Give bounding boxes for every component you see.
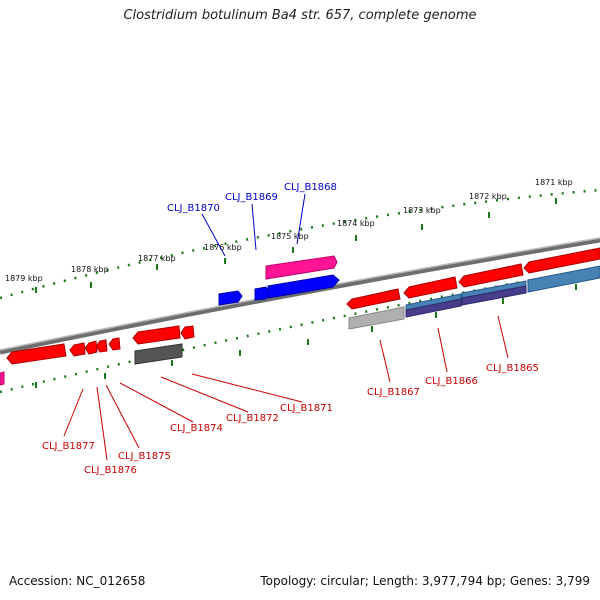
tick-label-1875: 1875 kbp bbox=[271, 232, 309, 241]
gene-red-r1[interactable] bbox=[346, 288, 401, 310]
inner-major-ticks bbox=[35, 284, 577, 388]
tick-label-1878: 1878 kbp bbox=[71, 265, 109, 274]
gene-red-l4[interactable] bbox=[95, 339, 108, 353]
gene-magenta-edge[interactable] bbox=[0, 371, 5, 386]
outer-major-ticks bbox=[35, 198, 557, 293]
label-clj-b1877[interactable]: CLJ_B1877 bbox=[42, 441, 95, 452]
label-clj-b1870[interactable]: CLJ_B1870 bbox=[167, 203, 220, 214]
gene-clj-b1874[interactable] bbox=[132, 325, 181, 345]
gene-clj-b1867[interactable] bbox=[348, 306, 405, 330]
leader-clj-b1871 bbox=[191, 373, 303, 403]
gene-red-l2[interactable] bbox=[69, 342, 86, 357]
tick-label-1874: 1874 kbp bbox=[337, 219, 375, 228]
gene-clj-b1868-b[interactable] bbox=[267, 274, 340, 299]
accession-text: Accession: NC_012658 bbox=[9, 574, 146, 588]
gene-red-r2[interactable] bbox=[403, 276, 458, 299]
label-clj-b1867[interactable]: CLJ_B1867 bbox=[367, 387, 420, 398]
tick-label-1872: 1872 kbp bbox=[469, 192, 507, 201]
leader-clj-b1872 bbox=[160, 376, 249, 413]
gene-clj-b1870[interactable] bbox=[218, 290, 243, 306]
gene-clj-b1868[interactable] bbox=[265, 255, 338, 280]
leader-clj-b1867 bbox=[379, 339, 391, 383]
label-clj-b1869[interactable]: CLJ_B1869 bbox=[225, 192, 278, 203]
gene-clj-b1872[interactable] bbox=[180, 325, 195, 340]
label-clj-b1866[interactable]: CLJ_B1866 bbox=[425, 376, 478, 387]
tick-label-1871: 1871 kbp bbox=[535, 178, 573, 187]
label-clj-b1868[interactable]: CLJ_B1868 bbox=[284, 182, 337, 193]
label-clj-b1872[interactable]: CLJ_B1872 bbox=[226, 413, 279, 424]
gene-red-l1[interactable] bbox=[6, 343, 67, 365]
map-title: Clostridium botulinum Ba4 str. 657, comp… bbox=[123, 8, 477, 23]
leader-clj-b1866 bbox=[437, 327, 448, 373]
tick-label-1877: 1877 kbp bbox=[138, 254, 176, 263]
gene-red-l3[interactable] bbox=[84, 340, 98, 355]
label-clj-b1876[interactable]: CLJ_B1876 bbox=[84, 465, 137, 476]
leader-clj-b1868 bbox=[296, 193, 306, 245]
gene-red-r4[interactable] bbox=[523, 247, 600, 274]
tick-label-1873: 1873 kbp bbox=[403, 206, 441, 215]
tick-label-1876: 1876 kbp bbox=[204, 243, 242, 252]
leader-clj-b1865 bbox=[497, 315, 509, 359]
leader-clj-b1874 bbox=[119, 382, 194, 423]
gene-clj-b1869[interactable] bbox=[254, 286, 270, 301]
gene-clj-b1871[interactable] bbox=[134, 343, 183, 365]
leader-clj-b1875 bbox=[105, 384, 140, 449]
topology-text: Topology: circular; Length: 3,977,794 bp… bbox=[260, 574, 590, 588]
gene-red-l5[interactable] bbox=[108, 337, 121, 351]
leader-clj-b1877 bbox=[63, 388, 84, 437]
label-clj-b1871[interactable]: CLJ_B1871 bbox=[280, 403, 333, 414]
label-clj-b1865[interactable]: CLJ_B1865 bbox=[486, 363, 539, 374]
tick-label-1879: 1879 kbp bbox=[5, 274, 43, 283]
label-clj-b1875[interactable]: CLJ_B1875 bbox=[118, 451, 171, 462]
leader-clj-b1870 bbox=[201, 213, 226, 257]
leader-clj-b1876 bbox=[96, 386, 108, 461]
gene-clj-b1865-b[interactable] bbox=[461, 285, 527, 306]
gene-steelblue-r5[interactable] bbox=[527, 265, 600, 293]
gene-red-r3[interactable] bbox=[458, 263, 524, 288]
label-clj-b1874[interactable]: CLJ_B1874 bbox=[170, 423, 223, 434]
leader-clj-b1869 bbox=[251, 203, 257, 251]
gene-clj-b1866-b[interactable] bbox=[405, 298, 462, 318]
